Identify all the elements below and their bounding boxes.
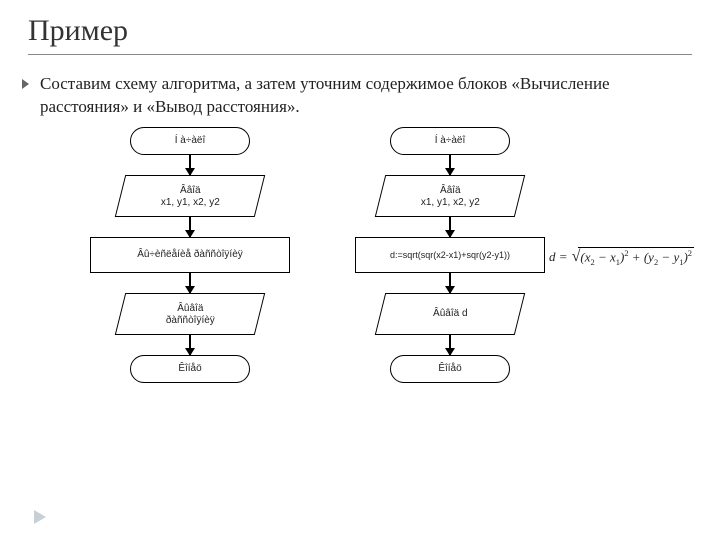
intro-paragraph: Составим схему алгоритма, а затем уточни… xyxy=(0,61,720,127)
io-output: Âûâîäðàññòîÿíèÿ xyxy=(115,293,265,335)
arrow xyxy=(449,155,451,175)
io-output: Âûâîä d xyxy=(375,293,525,335)
distance-formula: d = √ (x2 − x1)2 + (y2 − y1)2 xyxy=(549,247,694,267)
page-title: Пример xyxy=(28,14,692,48)
title-rule xyxy=(28,54,692,55)
io-input: Ââîäx1, y1, x2, y2 xyxy=(115,175,265,217)
terminator-start: Í à÷àëî xyxy=(390,127,510,155)
intro-text: Составим схему алгоритма, а затем уточни… xyxy=(40,74,610,116)
slide-next-icon xyxy=(34,510,46,524)
arrow xyxy=(449,217,451,237)
arrow xyxy=(449,273,451,293)
terminator-end: Êîíåö xyxy=(130,355,250,383)
bullet-icon xyxy=(22,79,29,89)
arrow xyxy=(189,155,191,175)
io-input: Ââîäx1, y1, x2, y2 xyxy=(375,175,525,217)
formula-body: (x2 − x1)2 + (y2 − y1)2 xyxy=(578,247,694,267)
arrow xyxy=(189,273,191,293)
arrow xyxy=(449,335,451,355)
process-compute: d:=sqrt(sqr(x2-x1)+sqr(y2-y1)) xyxy=(355,237,545,273)
process-compute: Âû÷èñëåíèå ðàññòîÿíèÿ xyxy=(90,237,290,273)
sqrt-icon: √ (x2 − x1)2 + (y2 − y1)2 xyxy=(572,247,694,267)
arrow xyxy=(189,335,191,355)
terminator-start: Í à÷àëî xyxy=(130,127,250,155)
arrow xyxy=(189,217,191,237)
formula-lhs: d = xyxy=(549,249,568,265)
flowcharts: Í à÷àëî Ââîäx1, y1, x2, y2 Âû÷èñëåíèå ðà… xyxy=(0,127,720,487)
terminator-end: Êîíåö xyxy=(390,355,510,383)
